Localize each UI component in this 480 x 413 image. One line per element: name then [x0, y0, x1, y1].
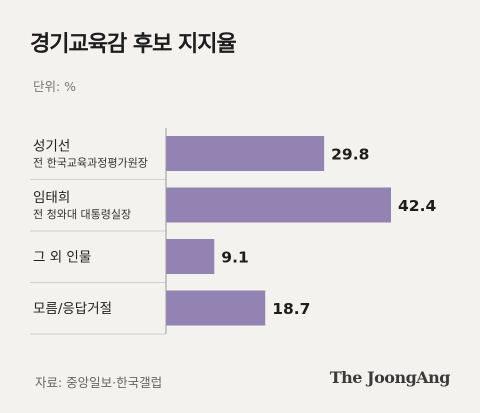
value-label: 18.7 [272, 300, 310, 318]
unit-label: 단위: % [33, 79, 77, 94]
category-sublabel: 전 한국교육과정평가원장 [33, 157, 148, 170]
category-label: 임태희 [33, 190, 70, 206]
value-label: 29.8 [331, 146, 369, 164]
category-label: 그 외 인물 [33, 250, 91, 266]
value-label: 42.4 [398, 197, 436, 215]
bar [166, 239, 215, 274]
chart-title: 경기교육감 후보 지지율 [30, 32, 237, 57]
bar [166, 136, 325, 171]
value-label: 9.1 [221, 249, 248, 267]
bar [166, 290, 266, 326]
brand-logo: The JoongAng [329, 368, 451, 387]
category-label: 성기선 [33, 139, 70, 155]
category-label: 모름/응답거절 [33, 301, 112, 317]
category-sublabel: 전 청와대 대통령실장 [33, 208, 131, 221]
source-note: 자료: 중앙일보·한국갤럽 [35, 375, 163, 390]
bar [166, 187, 391, 223]
